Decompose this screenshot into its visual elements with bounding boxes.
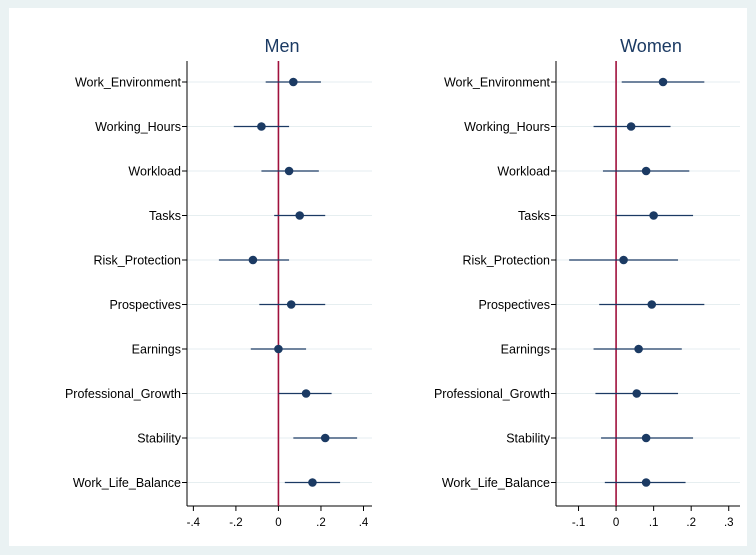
- panel-1-x-tick-label: 0: [275, 517, 281, 529]
- panel-2-x-tick-label: -.1: [572, 517, 585, 529]
- panel-2-category-label: Tasks: [518, 209, 550, 223]
- plot-area: [9, 8, 747, 546]
- panel-2-point: [632, 389, 642, 398]
- panel-1-point: [274, 344, 283, 354]
- panel-1-category-label: Risk_Protection: [93, 254, 181, 268]
- panel-1-category-label: Earnings: [132, 343, 181, 357]
- panel-1-category-label: Work_Environment: [75, 76, 182, 90]
- panel-2-point: [658, 77, 668, 87]
- panel-1-point: [289, 77, 298, 87]
- panel-2-category-label: Stability: [506, 432, 551, 446]
- panel-1-category-label: Stability: [137, 432, 182, 446]
- panel-1-x-tick-label: .4: [359, 517, 369, 529]
- panel-1-category-label: Prospectives: [109, 298, 181, 312]
- panel-2-category-label: Working_Hours: [464, 120, 550, 134]
- panel-2-x-tick-label: .2: [686, 517, 696, 529]
- panel-1-category-label: Work_Life_Balance: [73, 476, 181, 490]
- panel-1-x-tick-label: -.4: [187, 517, 201, 529]
- panel-1-point: [286, 300, 296, 309]
- panel-1-title: Men: [264, 36, 299, 56]
- panel-1-point: [295, 211, 305, 220]
- panel-2-point: [619, 255, 628, 265]
- panel-2-category-label: Earnings: [501, 343, 550, 357]
- panel-2-category-label: Work_Life_Balance: [442, 476, 550, 490]
- panel-1-category-label: Professional_Growth: [65, 387, 181, 401]
- panel-1-category-label: Tasks: [149, 209, 181, 223]
- panel-2-category-label: Risk_Protection: [462, 254, 550, 268]
- panel-1-point: [301, 389, 311, 398]
- panel-1-category-label: Workload: [128, 165, 181, 179]
- panel-1-point: [308, 478, 317, 487]
- panel-2-point: [647, 300, 657, 309]
- panel-1-x-tick-label: .2: [316, 517, 326, 529]
- panel-2-point: [649, 211, 658, 220]
- panel-2-category-label: Prospectives: [478, 298, 550, 312]
- panel-1-point: [284, 166, 294, 176]
- panel-2-x-tick-label: 0: [613, 517, 619, 529]
- panel-1-point: [248, 255, 258, 265]
- panel-2-category-label: Work_Environment: [444, 76, 551, 90]
- panel-1-x-tick-label: -.2: [229, 517, 242, 529]
- panel-2-point: [641, 433, 651, 443]
- panel-1-point: [320, 433, 330, 443]
- panel-2-category-label: Professional_Growth: [434, 387, 550, 401]
- panel-1-point: [257, 122, 266, 131]
- panel-2-category-label: Workload: [497, 165, 550, 179]
- panel-2-x-tick-label: .3: [724, 517, 734, 529]
- panel-2-title: Women: [620, 36, 682, 56]
- panel-2-point: [626, 122, 636, 131]
- panel-2-point: [634, 344, 643, 354]
- panel-2-point: [641, 478, 651, 487]
- panel-2-point: [641, 166, 651, 176]
- panel-2-x-tick-label: .1: [649, 517, 659, 529]
- panel-1-category-label: Working_Hours: [95, 120, 181, 134]
